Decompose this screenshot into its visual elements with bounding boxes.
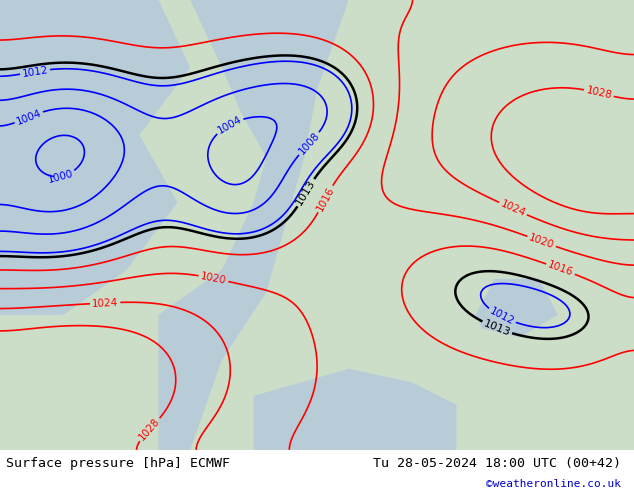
Text: ©weatheronline.co.uk: ©weatheronline.co.uk	[486, 479, 621, 489]
Text: 1028: 1028	[585, 85, 613, 100]
Text: 1012: 1012	[22, 65, 49, 78]
Text: 1024: 1024	[499, 199, 527, 219]
Polygon shape	[254, 369, 456, 450]
Polygon shape	[0, 0, 190, 315]
Text: 1016: 1016	[547, 260, 574, 278]
Text: 1008: 1008	[297, 130, 321, 157]
Text: 1020: 1020	[200, 271, 228, 286]
Polygon shape	[476, 279, 558, 337]
Text: Surface pressure [hPa] ECMWF: Surface pressure [hPa] ECMWF	[6, 457, 230, 470]
Text: 1012: 1012	[488, 306, 516, 327]
Text: 1013: 1013	[482, 318, 512, 338]
Text: Tu 28-05-2024 18:00 UTC (00+42): Tu 28-05-2024 18:00 UTC (00+42)	[373, 457, 621, 470]
Text: 1016: 1016	[314, 185, 336, 213]
Text: 1004: 1004	[216, 114, 243, 136]
Text: 1013: 1013	[294, 178, 318, 207]
Text: 1028: 1028	[137, 416, 162, 442]
Text: 1000: 1000	[47, 168, 74, 185]
Text: 1004: 1004	[15, 108, 42, 126]
Polygon shape	[158, 0, 349, 450]
Text: 1020: 1020	[527, 232, 555, 250]
Text: 1024: 1024	[92, 297, 119, 309]
